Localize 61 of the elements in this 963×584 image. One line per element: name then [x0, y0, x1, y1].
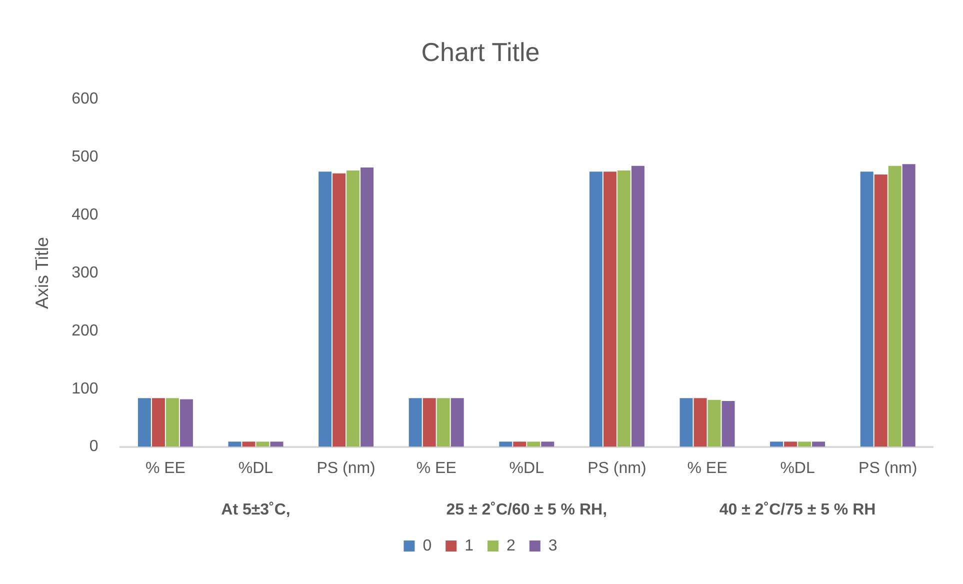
legend-label: 2 — [506, 537, 516, 554]
x-tick-label: %DL — [780, 460, 815, 477]
bar — [270, 442, 284, 447]
x-tick-label: PS (nm) — [316, 460, 376, 477]
x-tick-label: % EE — [145, 460, 186, 477]
bar — [527, 442, 540, 447]
bar — [860, 172, 874, 447]
text: 25 ± 2˚C/60 ± 5 % RH, — [446, 501, 608, 518]
bar — [874, 174, 888, 447]
bar — [228, 442, 242, 447]
bar — [499, 442, 512, 447]
y-tick-label: 300 — [72, 264, 98, 282]
bar — [152, 398, 165, 447]
x-tick-label: % EE — [416, 460, 456, 477]
text: At 5±3˚C, — [221, 501, 290, 518]
bar — [770, 442, 784, 447]
bar — [346, 170, 360, 447]
y-tick-label: 600 — [72, 90, 98, 108]
bar — [812, 442, 826, 447]
bar — [180, 399, 193, 447]
bar — [722, 401, 735, 447]
x-tick-label: %DL — [509, 460, 544, 477]
bar — [680, 398, 693, 447]
legend-label: 0 — [422, 537, 432, 554]
bar — [603, 172, 616, 447]
bar — [450, 398, 464, 447]
bar — [436, 398, 450, 447]
bar — [422, 398, 436, 447]
legend-label: 1 — [464, 537, 474, 554]
bar — [166, 398, 179, 447]
y-tick-label: 0 — [89, 438, 98, 456]
bar — [708, 400, 721, 447]
bar — [902, 164, 916, 447]
bar — [617, 170, 630, 447]
bar — [138, 398, 151, 447]
y-tick-label: 400 — [72, 206, 98, 224]
y-axis-title: Axis Title — [32, 236, 52, 310]
bar — [332, 173, 346, 447]
y-tick-label: 200 — [72, 322, 98, 340]
legend-label: 3 — [548, 537, 558, 554]
bar — [631, 166, 644, 447]
text: 40 ± 2˚C/75 ± 5 % RH — [719, 501, 876, 518]
chart-title: Chart Title — [421, 36, 540, 67]
bar — [408, 398, 422, 447]
bar — [589, 172, 602, 447]
bar — [318, 172, 332, 447]
bar — [541, 442, 554, 447]
x-tick-label: PS (nm) — [588, 460, 646, 477]
x-tick-label: %DL — [238, 460, 274, 477]
bar — [360, 168, 374, 447]
bar — [784, 442, 798, 447]
bar — [694, 398, 707, 447]
bar — [798, 442, 812, 447]
x-tick-label: % EE — [687, 460, 728, 477]
x-tick-label: PS (nm) — [858, 460, 918, 477]
bar — [256, 442, 270, 447]
y-tick-label: 100 — [72, 380, 98, 398]
y-tick-label: 500 — [72, 148, 98, 166]
bar — [242, 442, 256, 447]
bar — [513, 442, 526, 447]
bar — [888, 166, 902, 447]
